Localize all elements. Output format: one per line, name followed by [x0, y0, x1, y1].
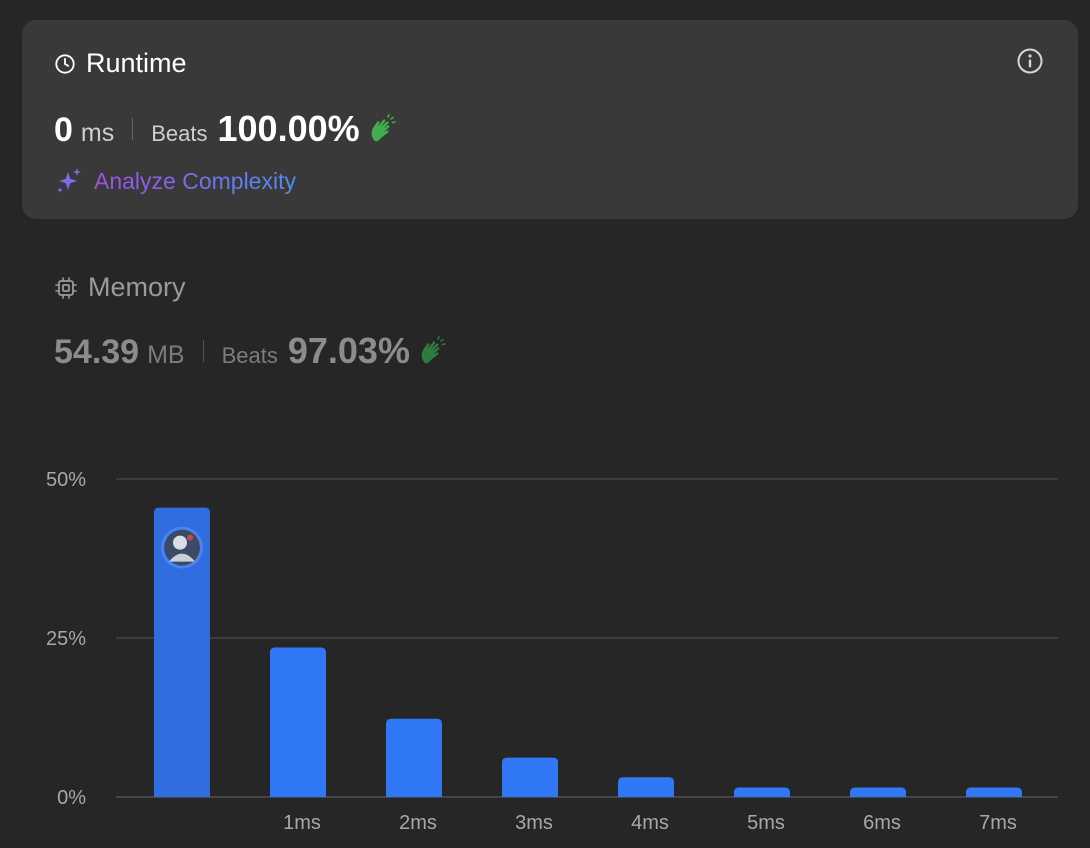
runtime-unit: ms [80, 119, 115, 147]
runtime-distribution-chart[interactable]: 50% 25% 0% 1ms 2ms 3ms 4ms 5ms 6ms 7ms [0, 440, 1090, 848]
runtime-title: Runtime [86, 48, 187, 78]
bar[interactable] [734, 787, 790, 797]
bar[interactable] [386, 718, 442, 797]
clapping-hands-icon [371, 114, 396, 142]
bar[interactable] [154, 507, 210, 797]
avatar [161, 526, 203, 569]
runtime-value: 0 [54, 111, 73, 149]
analyze-complexity-button[interactable]: Analyze Complexity [54, 166, 296, 196]
x-tick-label: 6ms [863, 812, 901, 834]
y-tick-label: 25% [46, 628, 86, 650]
memory-value: 54.39 [54, 333, 140, 371]
memory-stats: 54.39 MB Beats 97.03% [54, 330, 448, 372]
bar[interactable] [966, 787, 1022, 797]
x-tick-label: 4ms [631, 812, 669, 834]
y-tick-label: 0% [57, 787, 86, 809]
x-tick-label: 3ms [515, 812, 553, 834]
memory-beats-label: Beats [221, 343, 278, 368]
runtime-header: Runtime [54, 48, 187, 79]
y-tick-label: 50% [46, 469, 86, 491]
runtime-beats-label: Beats [151, 121, 208, 146]
sparkle-icon [57, 168, 81, 193]
memory-title: Memory [88, 272, 186, 302]
runtime-card[interactable]: Runtime 0 ms Beats 100.00% [22, 20, 1078, 219]
analyze-complexity-label: Analyze Complexity [94, 167, 296, 194]
bar[interactable] [618, 777, 674, 797]
divider [132, 118, 134, 140]
memory-chip-icon [55, 276, 77, 299]
divider [202, 340, 204, 362]
bar[interactable] [850, 787, 906, 797]
bar[interactable] [270, 647, 326, 797]
memory-unit: MB [147, 341, 185, 369]
bar[interactable] [502, 757, 558, 797]
x-tick-label: 5ms [747, 812, 785, 834]
info-icon[interactable] [1016, 47, 1044, 75]
memory-header[interactable]: Memory [54, 272, 186, 303]
x-tick-label: 1ms [283, 812, 321, 834]
clock-icon [55, 53, 75, 74]
runtime-stats: 0 ms Beats 100.00% [54, 108, 398, 150]
memory-beats-value: 97.03% [287, 330, 410, 371]
x-tick-label: 2ms [399, 812, 437, 834]
runtime-beats-value: 100.00% [217, 108, 360, 149]
x-tick-label: 7ms [979, 812, 1017, 834]
clapping-hands-icon [421, 336, 446, 364]
